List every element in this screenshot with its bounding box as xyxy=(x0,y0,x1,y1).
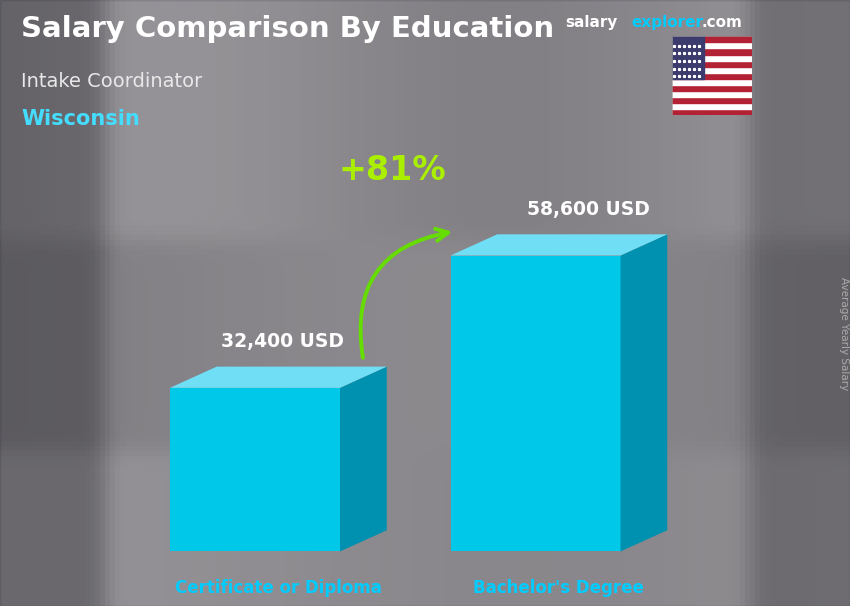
Polygon shape xyxy=(620,235,667,551)
Text: 58,600 USD: 58,600 USD xyxy=(527,200,650,219)
Bar xyxy=(672,67,752,73)
Bar xyxy=(672,61,752,67)
Bar xyxy=(672,103,752,109)
Polygon shape xyxy=(170,388,340,551)
Bar xyxy=(672,42,752,48)
Text: Certificate or Diploma: Certificate or Diploma xyxy=(175,579,382,597)
Polygon shape xyxy=(340,367,387,551)
Text: Bachelor's Degree: Bachelor's Degree xyxy=(473,579,644,597)
Text: .com: .com xyxy=(701,15,742,30)
FancyArrowPatch shape xyxy=(360,228,448,358)
Bar xyxy=(672,36,752,42)
Bar xyxy=(672,36,704,79)
Bar xyxy=(672,55,752,61)
Text: +81%: +81% xyxy=(338,154,446,187)
Text: explorer: explorer xyxy=(632,15,704,30)
Text: Average Yearly Salary: Average Yearly Salary xyxy=(839,277,849,390)
Text: Salary Comparison By Education: Salary Comparison By Education xyxy=(21,15,554,43)
Bar xyxy=(672,91,752,97)
Bar xyxy=(672,97,752,103)
Bar xyxy=(672,85,752,91)
Polygon shape xyxy=(450,235,667,256)
Text: salary: salary xyxy=(565,15,618,30)
Polygon shape xyxy=(450,256,620,551)
Bar xyxy=(672,79,752,85)
Bar xyxy=(672,109,752,115)
Polygon shape xyxy=(170,367,387,388)
Text: Wisconsin: Wisconsin xyxy=(21,109,140,129)
Bar xyxy=(672,73,752,79)
Bar xyxy=(672,48,752,55)
Text: 32,400 USD: 32,400 USD xyxy=(221,333,344,351)
Text: Intake Coordinator: Intake Coordinator xyxy=(21,72,202,90)
